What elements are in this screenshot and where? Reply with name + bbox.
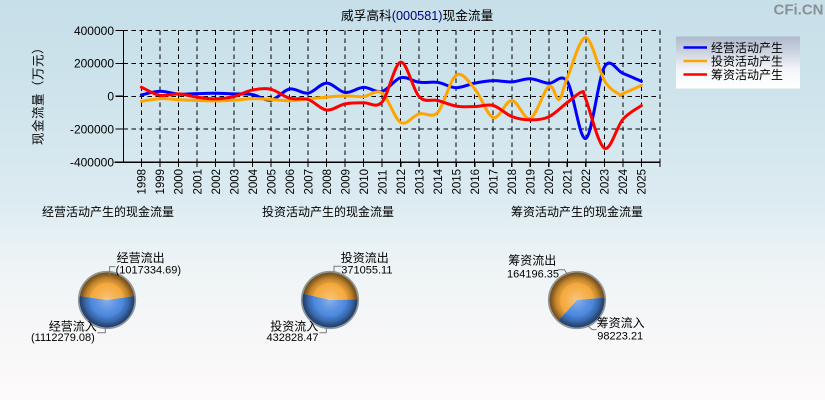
svg-text:现金流量（万元）: 现金流量（万元） — [31, 41, 46, 145]
svg-text:2016: 2016 — [470, 169, 482, 195]
svg-text:2017: 2017 — [489, 169, 501, 195]
svg-text:CFi.CN: CFi.CN — [774, 2, 824, 19]
svg-text:2006: 2006 — [285, 169, 297, 195]
svg-text:2012: 2012 — [396, 169, 408, 195]
svg-text:371055.11: 371055.11 — [341, 265, 392, 277]
svg-text:2013: 2013 — [415, 169, 427, 195]
svg-text:2022: 2022 — [581, 169, 593, 195]
svg-text:164196.35: 164196.35 — [507, 269, 559, 281]
svg-text:筹资流入: 筹资流入 — [597, 316, 645, 330]
svg-text:经营流出: 经营流出 — [117, 251, 165, 265]
svg-text:400000: 400000 — [74, 24, 114, 38]
svg-text:2021: 2021 — [563, 169, 575, 195]
svg-text:2008: 2008 — [322, 169, 334, 195]
svg-text:威孚高科(000581)现金流量: 威孚高科(000581)现金流量 — [341, 8, 494, 23]
svg-text:(1017334.69): (1017334.69) — [116, 265, 181, 277]
svg-text:2004: 2004 — [248, 168, 260, 194]
svg-text:2000: 2000 — [174, 169, 186, 195]
svg-text:2018: 2018 — [507, 169, 519, 195]
svg-text:2002: 2002 — [211, 169, 223, 195]
svg-text:-200000: -200000 — [70, 122, 114, 136]
svg-text:2005: 2005 — [266, 169, 278, 195]
svg-text:2010: 2010 — [359, 169, 371, 195]
svg-text:0: 0 — [107, 90, 114, 104]
svg-text:2003: 2003 — [229, 169, 241, 195]
svg-text:投资活动产生: 投资活动产生 — [711, 53, 783, 68]
svg-text:2015: 2015 — [452, 169, 464, 195]
svg-text:筹资流出: 筹资流出 — [508, 253, 556, 267]
svg-text:2020: 2020 — [544, 169, 556, 195]
svg-text:2019: 2019 — [526, 169, 538, 195]
svg-text:经营活动产生的现金流量: 经营活动产生的现金流量 — [42, 204, 174, 219]
svg-text:2014: 2014 — [433, 168, 445, 194]
svg-text:(1112279.08): (1112279.08) — [31, 332, 95, 344]
svg-text:投资流出: 投资流出 — [341, 250, 389, 265]
svg-text:1998: 1998 — [137, 169, 149, 195]
svg-text:2023: 2023 — [600, 169, 612, 195]
svg-text:200000: 200000 — [74, 57, 114, 71]
svg-text:-400000: -400000 — [70, 155, 114, 169]
svg-text:筹资活动产生: 筹资活动产生 — [711, 68, 783, 82]
svg-text:经营流入: 经营流入 — [49, 320, 97, 334]
svg-text:2007: 2007 — [303, 169, 315, 195]
svg-text:筹资活动产生的现金流量: 筹资活动产生的现金流量 — [511, 204, 643, 219]
svg-text:2001: 2001 — [192, 169, 204, 195]
svg-text:2009: 2009 — [340, 169, 352, 195]
svg-text:98223.21: 98223.21 — [597, 330, 643, 342]
svg-text:1999: 1999 — [155, 169, 167, 195]
svg-text:2024: 2024 — [618, 168, 630, 194]
svg-text:投资流入: 投资流入 — [270, 319, 318, 334]
svg-text:432828.47: 432828.47 — [267, 332, 319, 344]
svg-text:2011: 2011 — [377, 170, 389, 195]
svg-text:2025: 2025 — [637, 169, 649, 195]
svg-text:投资活动产生的现金流量: 投资活动产生的现金流量 — [262, 204, 394, 219]
svg-text:经营活动产生: 经营活动产生 — [711, 41, 783, 55]
